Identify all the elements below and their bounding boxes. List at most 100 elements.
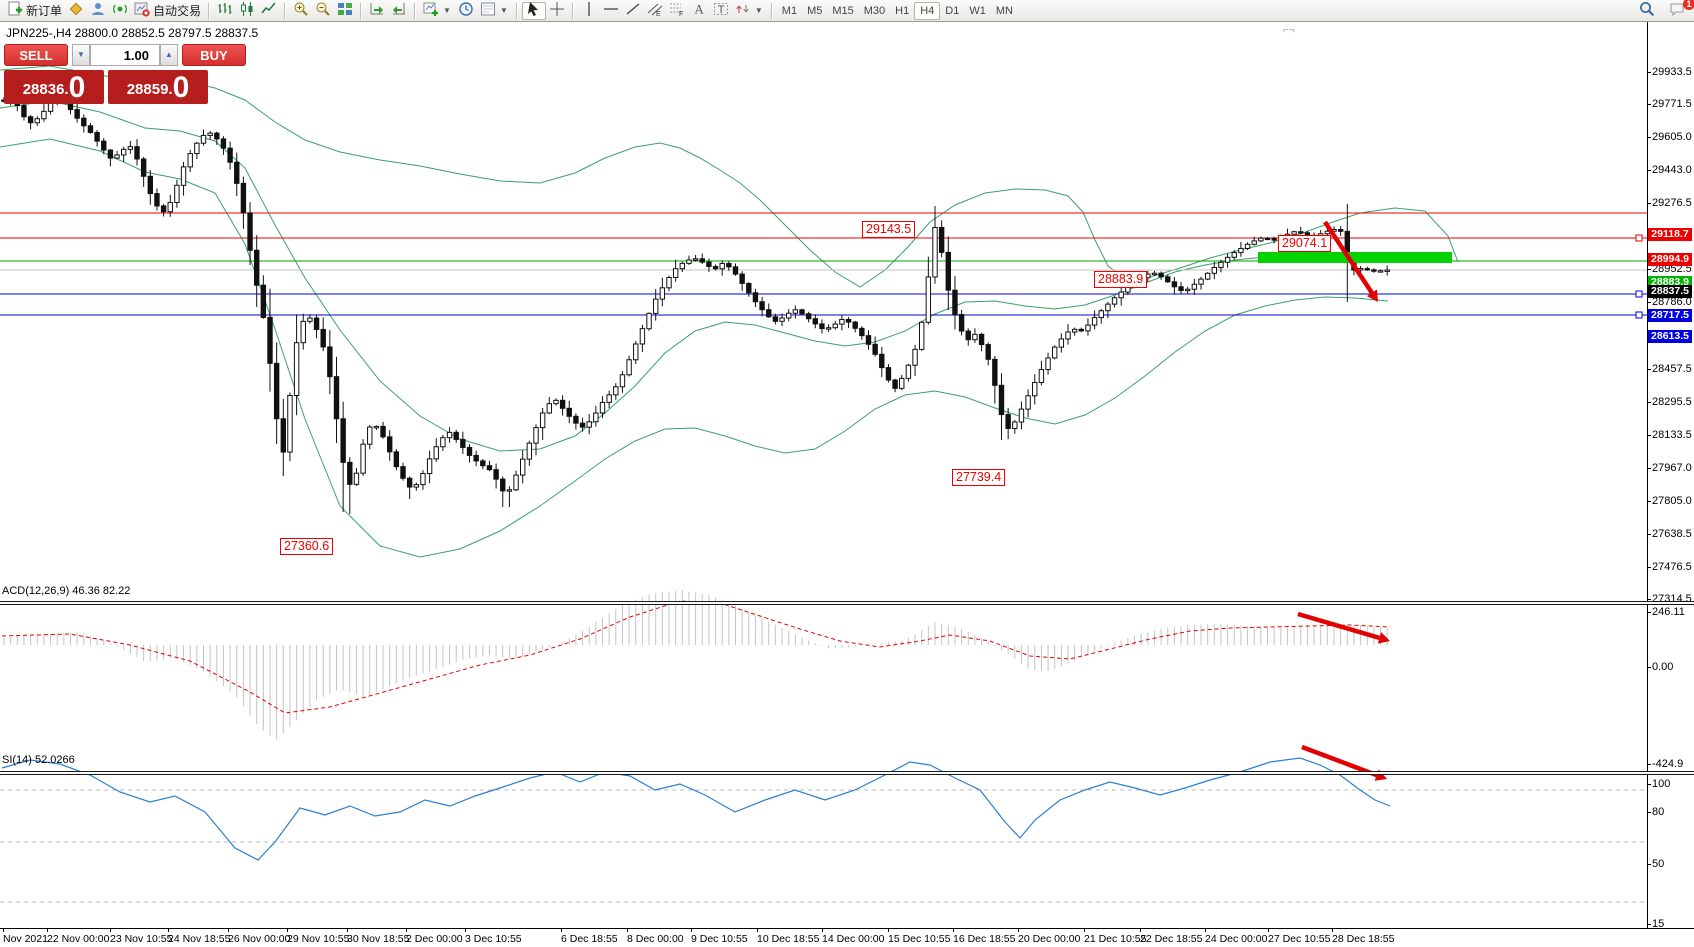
candle-body [300, 320, 306, 344]
svg-text:A: A [694, 2, 704, 17]
price-annotation-label[interactable]: 27739.4 [952, 469, 1006, 486]
sell-price-box[interactable]: 28836. 0 [4, 70, 104, 104]
candle-body [101, 140, 107, 151]
time-axis-label: 23 Nov 10:55 [110, 928, 173, 945]
autotrading-button[interactable]: 自动交易 [131, 2, 204, 20]
support-zone-rectangle[interactable] [1258, 252, 1452, 263]
signals-button[interactable] [109, 2, 131, 20]
text-label-button[interactable]: T [710, 2, 732, 20]
crosshair-button[interactable] [546, 2, 568, 20]
fibonacci-button[interactable]: F [666, 2, 688, 20]
timeframe-m5-button[interactable]: M5 [807, 4, 823, 17]
new-chart-button[interactable]: ▼ [420, 2, 455, 20]
volume-decrease-button[interactable]: ▼ [72, 44, 90, 66]
arrows-button[interactable]: ▼ [732, 2, 767, 20]
candle-body [1085, 324, 1091, 332]
chart-window[interactable]: JPN225-,H4 28800.0 28852.5 28797.5 28837… [0, 22, 1694, 947]
trend-arrow[interactable] [1301, 744, 1378, 778]
price-axis-tick: 27476.5 [1647, 561, 1692, 573]
candle-body [520, 458, 526, 476]
candle-body [1032, 382, 1038, 397]
crosshair-icon [549, 1, 565, 20]
price-chart-canvas[interactable] [0, 22, 1647, 928]
price-annotation-label[interactable]: 29143.5 [862, 221, 916, 238]
candle-body [367, 426, 373, 445]
candle-body [1052, 346, 1058, 359]
candle-body [573, 415, 579, 424]
candlestick-chart-button[interactable] [236, 2, 258, 20]
candle-body [639, 328, 646, 345]
panel-splitter-rsi[interactable] [0, 771, 1694, 775]
notifications-button[interactable]: 1 [1666, 0, 1694, 20]
candle-body [746, 282, 752, 294]
chart-shift-button[interactable] [388, 2, 410, 20]
trendline-button[interactable] [622, 2, 644, 20]
line-chart-button[interactable] [258, 2, 280, 20]
timeframe-d1-button[interactable]: D1 [945, 4, 960, 17]
vertical-line-button[interactable] [578, 2, 600, 20]
scroll-anchor-marker: ⌐¬ [1283, 25, 1295, 36]
zoom-in-button[interactable] [290, 2, 312, 20]
timeframe-mn-button[interactable]: MN [995, 4, 1013, 17]
sell-button[interactable]: SELL [4, 44, 68, 66]
equidistant-channel-button[interactable]: E [644, 2, 666, 20]
timeframe-h1-button[interactable]: H1 [895, 4, 910, 17]
trend-arrow[interactable] [1323, 220, 1374, 295]
candle-body [1211, 266, 1217, 274]
zoom-out-button[interactable] [312, 2, 334, 20]
candle-body [619, 374, 626, 388]
candle-body [1218, 261, 1224, 268]
price-annotation-label[interactable]: 29074.1 [1278, 235, 1332, 252]
chevron-down-icon[interactable]: ▼ [754, 6, 763, 15]
candle-body [593, 412, 599, 423]
panel-splitter-macd[interactable] [0, 601, 1694, 605]
price-annotation-label[interactable]: 28883.9 [1094, 271, 1148, 288]
auto-scroll-button[interactable] [366, 2, 388, 20]
horizontal-line-button[interactable] [600, 2, 622, 20]
level-line-handle[interactable] [1635, 234, 1643, 242]
candle-body [207, 132, 213, 136]
candle-body [958, 314, 965, 332]
level-line-handle[interactable] [1635, 290, 1643, 298]
timeframe-h4-button[interactable]: H4 [914, 1, 941, 20]
candle-body [1018, 408, 1025, 423]
level-line-handle[interactable] [1635, 311, 1643, 319]
time-axis-label: 30 Nov 18:55 [347, 928, 410, 945]
timeframe-m30-button[interactable]: M30 [863, 4, 886, 17]
candle-body [1178, 286, 1184, 292]
candle-body [134, 146, 140, 160]
volume-increase-button[interactable]: ▲ [160, 44, 178, 66]
templates-button[interactable]: ▼ [477, 2, 512, 20]
buy-button[interactable]: BUY [182, 44, 246, 66]
toolbar-separator [208, 2, 211, 19]
chevron-down-icon[interactable]: ▼ [443, 6, 451, 15]
timeframe-m15-button[interactable]: M15 [832, 4, 854, 17]
time-axis-label: 22 Dec 18:55 [1140, 928, 1203, 945]
timeframe-w1-button[interactable]: W1 [969, 4, 986, 17]
candle-body [899, 377, 905, 389]
candle-body [1025, 395, 1031, 410]
tile-windows-button[interactable] [334, 2, 356, 20]
buy-price-box[interactable]: 28859. 0 [108, 70, 208, 104]
bar-chart-button[interactable] [214, 2, 236, 20]
price-annotation-label[interactable]: 27360.6 [280, 538, 334, 555]
timeframe-m1-button[interactable]: M1 [781, 4, 798, 17]
volume-input[interactable] [90, 44, 160, 66]
market-watch-button[interactable] [65, 2, 87, 20]
navigator-button[interactable] [87, 2, 109, 20]
trendline-icon [625, 1, 641, 20]
cursor-button[interactable] [521, 1, 546, 20]
candle-body [267, 316, 273, 364]
candlestick-chart-icon [239, 1, 255, 20]
text-button[interactable]: A [688, 2, 710, 20]
candle-body [533, 427, 539, 444]
chevron-down-icon[interactable]: ▼ [499, 6, 508, 15]
trend-arrow[interactable] [1297, 611, 1381, 641]
new-order-button[interactable]: 新订单 [4, 1, 65, 20]
candle-body [273, 362, 280, 420]
profiles-button[interactable] [455, 2, 477, 20]
horizontal-line-icon [603, 1, 619, 20]
search-button[interactable] [1636, 2, 1658, 20]
price-axis-tick: 27314.5 [1647, 593, 1692, 605]
candle-body [293, 342, 300, 397]
